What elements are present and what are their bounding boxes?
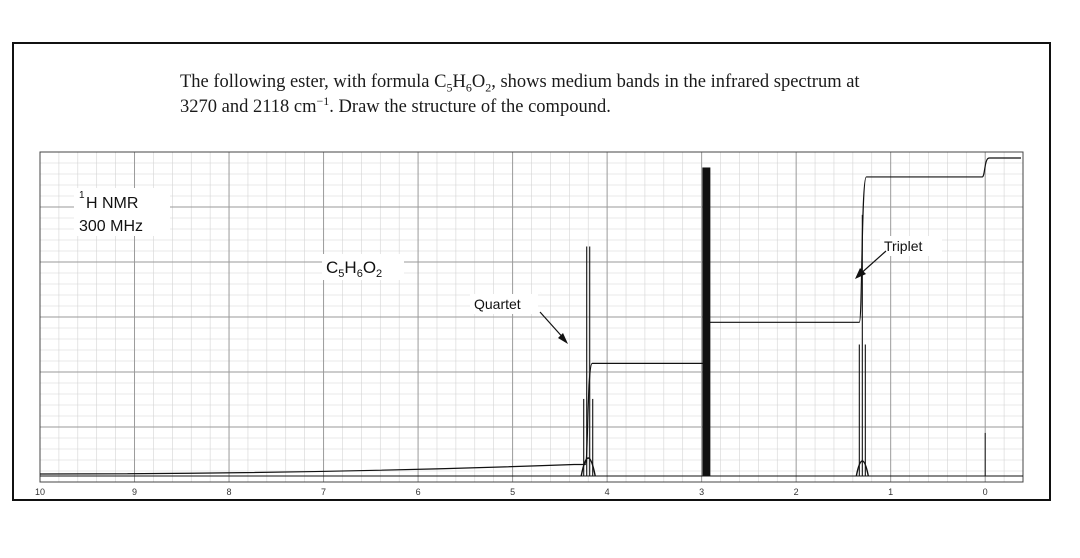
subscript: 2 xyxy=(485,80,492,95)
quartet-envelope xyxy=(580,457,596,477)
superscript: −1 xyxy=(316,93,330,108)
x-tick-label: 7 xyxy=(321,487,326,497)
instrument-label-superscript: 1 xyxy=(79,190,85,201)
subscript: 5 xyxy=(446,80,453,95)
x-tick-label: 5 xyxy=(510,487,515,497)
problem-text-part: , shows medium bands in the infrared spe… xyxy=(491,72,860,92)
problem-statement: The following ester, with formula C5H6O2… xyxy=(180,70,1040,120)
instrument-label-line1: H NMR xyxy=(86,195,138,212)
formula-subscript: 2 xyxy=(376,268,382,280)
subscript: 6 xyxy=(465,80,472,95)
problem-text-part: . Draw the structure of the compound. xyxy=(329,97,611,117)
x-tick-label: 0 xyxy=(983,487,988,497)
instrument-label-bg xyxy=(74,188,170,236)
x-axis: 10 9 8 7 6 5 4 3 2 1 0 xyxy=(35,487,988,497)
triplet-annotation: Triplet xyxy=(884,238,922,254)
x-tick-label: 1 xyxy=(888,487,893,497)
formula-label: C5H6O2 xyxy=(326,258,382,280)
quartet-label-bg xyxy=(470,294,538,314)
problem-text-part: H xyxy=(452,72,466,92)
x-tick-label: 2 xyxy=(794,487,799,497)
triplet-label-bg xyxy=(880,236,942,256)
singlet-peak xyxy=(702,167,711,477)
formula-label-bg xyxy=(322,254,404,280)
formula-element: C xyxy=(326,258,338,277)
plot-border xyxy=(39,151,1024,483)
triplet-envelope xyxy=(855,460,870,477)
x-tick-label: 6 xyxy=(416,487,421,497)
formula-element: O xyxy=(363,258,376,277)
instrument-label-line2: 300 MHz xyxy=(79,218,143,235)
quartet-arrowhead xyxy=(558,333,568,344)
x-tick-label: 9 xyxy=(132,487,137,497)
formula-element: H xyxy=(344,258,356,277)
x-tick-label: 8 xyxy=(227,487,232,497)
problem-text-part: O xyxy=(471,72,486,92)
x-tick-label: 3 xyxy=(699,487,704,497)
x-tick-label: 10 xyxy=(35,487,45,497)
integral-line xyxy=(39,157,1021,475)
formula-subscript: 5 xyxy=(338,268,344,280)
formula-subscript: 6 xyxy=(357,268,363,280)
problem-text-part: 3270 and 2118 cm xyxy=(180,97,317,117)
triplet-arrowhead xyxy=(855,268,866,279)
x-tick-label: 4 xyxy=(605,487,610,497)
peak-series xyxy=(40,167,1023,477)
quartet-annotation: Quartet xyxy=(474,296,521,312)
problem-text-part: The following ester, with formula C xyxy=(180,72,447,92)
integral-trace xyxy=(39,157,1021,475)
